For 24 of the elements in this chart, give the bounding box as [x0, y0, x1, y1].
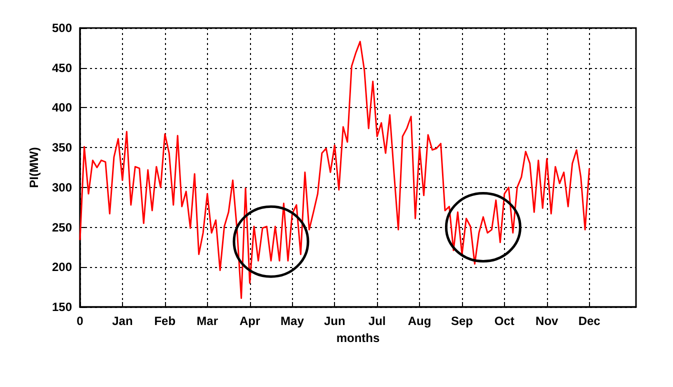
y-tick-label: 400 [52, 100, 72, 115]
y-tick-label: 450 [52, 60, 72, 75]
y-tick-label: 500 [52, 21, 72, 35]
x-tick-label: Jun [324, 314, 346, 328]
x-tick-label: May [280, 314, 304, 328]
x-axis-title: months [336, 330, 380, 345]
x-tick-label: Sep [450, 314, 473, 328]
y-tick-label: 150 [52, 300, 72, 314]
x-tick-label: Oct [494, 314, 514, 328]
x-tick-label: Mar [196, 314, 218, 328]
line-series [79, 40, 590, 299]
x-tick-label: 0 [76, 314, 84, 328]
y-tick-label: 200 [52, 260, 72, 274]
y-tick-label: 300 [52, 180, 72, 194]
y-tick-label: 350 [52, 140, 72, 155]
y-tick-label: 250 [52, 220, 72, 234]
x-tick-label: Dec [578, 314, 601, 328]
x-tick-label: Aug [408, 314, 432, 328]
x-tick-label: Nov [536, 314, 559, 328]
x-tick-label: Jan [112, 314, 133, 328]
x-tick-label: Apr [239, 314, 260, 328]
x-tick-label: Feb [154, 314, 176, 328]
x-tick-label: Jul [368, 314, 386, 328]
y-axis-title: PI(MW) [27, 147, 41, 188]
